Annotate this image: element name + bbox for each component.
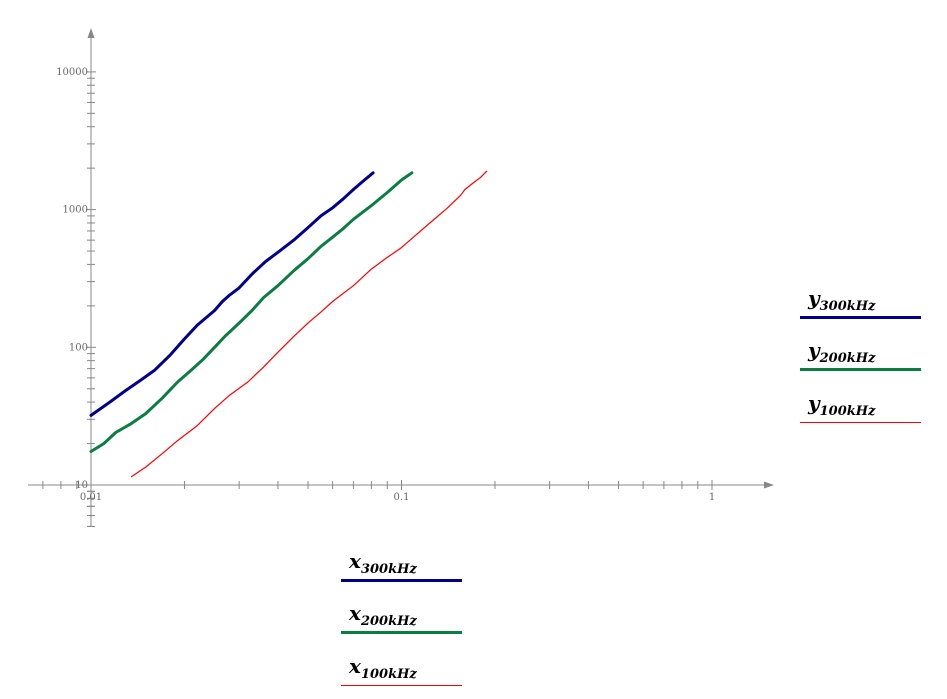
legend-x-100khz-sub: 100kHz xyxy=(360,667,417,682)
legend-y-300khz: y300kHz xyxy=(800,287,921,319)
legend-y-300khz-sub: 300kHz xyxy=(819,299,876,314)
y-tick-label: 10 xyxy=(75,480,88,491)
legend-x-200khz-sub: 200kHz xyxy=(360,614,417,629)
series-line-y100khz xyxy=(130,170,488,478)
legend-x-200khz-swatch xyxy=(341,631,462,634)
x-tick-label: 0.1 xyxy=(394,492,410,503)
legend-x-100khz-var: x xyxy=(349,654,361,678)
series-line-y300khz xyxy=(89,171,375,417)
legend-y-200khz: y200kHz xyxy=(800,339,921,371)
x-tick-label: 0.01 xyxy=(80,492,102,503)
legend-y-100khz-var: y xyxy=(808,391,820,415)
legend-x-100khz: x100kHz xyxy=(341,655,462,686)
legend-y-300khz-var: y xyxy=(808,286,820,310)
legend-x-200khz: x200kHz xyxy=(341,602,462,634)
legend-y-200khz-sub: 200kHz xyxy=(819,351,876,366)
series-lines xyxy=(89,170,488,478)
legend-x-100khz-swatch xyxy=(341,685,462,686)
legend-y-200khz-var: y xyxy=(808,338,820,362)
y-tick-label: 1000 xyxy=(63,205,88,216)
legend-x-300khz-swatch xyxy=(341,579,462,582)
legend-y-200khz-swatch xyxy=(800,368,921,371)
y-tick-label: 10000 xyxy=(56,67,88,78)
x-axis-arrow xyxy=(764,481,774,489)
legend-y-100khz: y100kHz xyxy=(800,392,921,423)
legend-y-100khz-swatch xyxy=(800,422,921,423)
series-line-y200khz xyxy=(89,171,414,453)
y-tick-label: 100 xyxy=(69,342,88,353)
legend-y-100khz-sub: 100kHz xyxy=(819,404,876,419)
legend-y-300khz-swatch xyxy=(800,316,921,319)
y-axis-arrow xyxy=(87,28,95,38)
axes: 0.01 0.1 1 10 100 1000 10000 xyxy=(28,28,774,527)
x-tick-label: 1 xyxy=(709,492,715,503)
legend-x-300khz-sub: 300kHz xyxy=(360,562,417,577)
legend-x-300khz-var: x xyxy=(349,549,361,573)
legend-x-300khz: x300kHz xyxy=(341,550,462,582)
legend-x-200khz-var: x xyxy=(349,601,361,625)
